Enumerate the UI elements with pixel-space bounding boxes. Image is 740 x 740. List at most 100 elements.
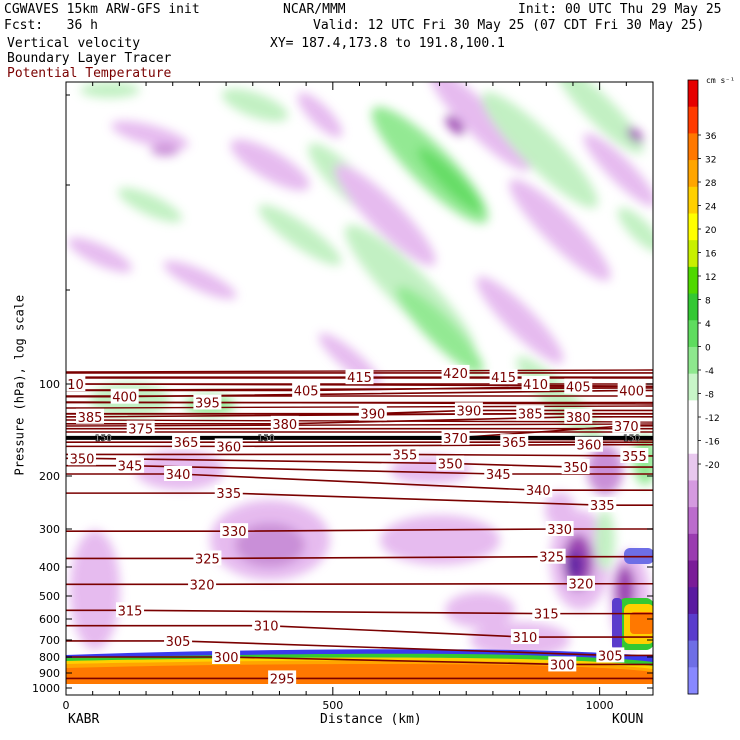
theta-label: 345 <box>486 468 511 483</box>
theta-label: 390 <box>360 408 385 423</box>
theta-label: 380 <box>272 418 297 433</box>
theta-contour-320 <box>66 582 653 586</box>
colorbar-swatch <box>688 80 698 108</box>
theta-label: 330 <box>222 525 247 540</box>
colorbar-label: 24 <box>705 203 717 213</box>
theta-label-bg <box>390 446 419 462</box>
theta-label-bg <box>532 605 561 621</box>
y-tick-label: 600 <box>39 613 60 626</box>
theta-label-bg <box>193 550 222 566</box>
theta-label-bg <box>500 434 529 450</box>
theta-label: 315 <box>118 604 143 619</box>
theta-label: 325 <box>195 552 220 567</box>
theta-label: 420 <box>443 367 468 382</box>
theta-label: 335 <box>590 499 615 514</box>
blt-label: 150 <box>623 434 640 444</box>
theta-label: 385 <box>518 408 543 423</box>
theta-label-bg <box>524 482 553 498</box>
colorbar-swatch <box>688 240 698 268</box>
colorbar-swatch <box>688 533 698 562</box>
colorbar-swatch <box>688 480 698 508</box>
colorbar-label: 36 <box>705 132 717 142</box>
theta-label-bg <box>588 497 617 513</box>
colorbar-label: 12 <box>705 273 716 283</box>
y-tick-label: 200 <box>39 470 60 483</box>
theta-label: 415 <box>347 371 372 386</box>
y-tick-label: 300 <box>39 523 60 536</box>
theta-label: 350 <box>438 457 463 472</box>
colorbar-label: -8 <box>705 391 714 401</box>
theta-label-bg <box>510 629 539 645</box>
theta-label-bg <box>564 378 593 394</box>
field-label-boundary-layer-tracer: Boundary Layer Tracer <box>7 51 172 66</box>
theta-label: 370 <box>443 432 468 447</box>
colorbar-label: 28 <box>705 179 717 189</box>
theta-label-bg <box>76 408 105 424</box>
colorbar-swatch <box>688 427 698 455</box>
y-tick-label: 700 <box>39 634 60 647</box>
theta-label-bg <box>68 450 97 466</box>
theta-label-bg <box>268 670 297 686</box>
theta-contour-305 <box>66 640 653 657</box>
theta-label-bg <box>617 382 646 398</box>
theta-label: 380 <box>566 411 591 426</box>
colorbar-swatch <box>688 346 698 375</box>
theta-label-bg <box>596 647 625 663</box>
colorbar-swatch <box>688 293 698 321</box>
colorbar-swatch <box>688 587 698 615</box>
colorbar-swatch <box>688 106 698 134</box>
colorbar-swatch <box>688 640 698 668</box>
theta-label-bg <box>116 602 145 618</box>
x-axis-title: Distance (km) <box>320 712 422 727</box>
theta-label-bg <box>110 388 139 404</box>
colorbar-swatch <box>688 613 698 642</box>
theta-label-bg <box>164 632 193 648</box>
y-tick-label: 900 <box>39 667 60 680</box>
theta-label-bg <box>116 457 145 473</box>
theta-label: 340 <box>526 484 551 499</box>
theta-label: 365 <box>502 436 527 451</box>
theta-label-bg <box>436 455 465 471</box>
theta-label: 410 <box>59 378 84 393</box>
theta-contour-315 <box>66 609 653 615</box>
theta-contour-upper <box>66 401 653 405</box>
theta-contour-labels: 420 415 415 410 410 405 405 400 400 395 390 390 385 3… <box>59 364 649 687</box>
theta-label: 320 <box>190 578 215 593</box>
theta-label: 395 <box>195 397 220 412</box>
theta-label: 375 <box>128 423 153 438</box>
colorbar-swatch <box>688 453 698 481</box>
theta-contour-upper <box>66 387 653 391</box>
theta-label: 300 <box>550 658 575 673</box>
theta-label-bg <box>620 447 649 463</box>
theta-label: 405 <box>294 384 319 399</box>
theta-label: 305 <box>166 635 191 650</box>
colorbar-swatch <box>688 213 698 241</box>
colorbar-label: -20 <box>705 461 720 471</box>
theta-label-bg <box>454 402 483 418</box>
theta-contour-380 <box>66 415 653 425</box>
colorbar-label: 4 <box>705 320 711 330</box>
theta-contour-360 <box>66 443 653 448</box>
colorbar-swatch <box>688 133 698 161</box>
theta-label-bg <box>548 656 577 672</box>
theta-label: 370 <box>614 420 639 435</box>
colorbar-frame <box>687 79 699 695</box>
x-tick-label: 1000 <box>586 699 614 712</box>
theta-contour-300 <box>66 656 653 666</box>
theta-label-bg <box>126 420 155 436</box>
theta-label: 355 <box>622 450 647 465</box>
colorbar-label: 8 <box>705 297 711 307</box>
theta-label-bg <box>270 415 299 431</box>
y-tick-label: 800 <box>39 651 60 664</box>
theta-label-bg <box>188 576 217 592</box>
theta-label-bg <box>292 382 321 398</box>
header-left-line-2: Fcst: 36 h <box>4 18 98 33</box>
theta-label: 335 <box>216 487 241 502</box>
theta-label: 350 <box>70 452 95 467</box>
colorbar-label: 20 <box>705 226 717 236</box>
field-label-potential-temperature: Potential Temperature <box>7 66 172 81</box>
theta-label: 390 <box>456 404 481 419</box>
theta-contour-335 <box>66 492 653 506</box>
theta-label: 365 <box>174 436 199 451</box>
